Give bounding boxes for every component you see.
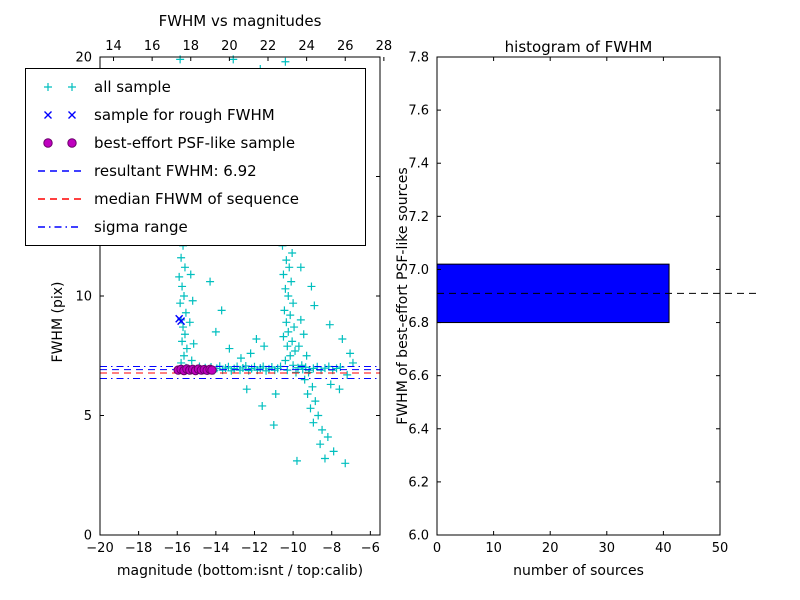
svg-text:6.2: 6.2 — [408, 475, 429, 490]
svg-text:6.4: 6.4 — [408, 422, 429, 437]
svg-text:28: 28 — [376, 39, 393, 54]
svg-text:22: 22 — [260, 39, 277, 54]
right-plot-xlabel: number of sources — [513, 563, 644, 579]
legend-item: best-effort PSF-like sample — [36, 132, 355, 154]
svg-text:10: 10 — [485, 541, 502, 556]
legend-label: median FHWM of sequence — [94, 190, 299, 208]
legend-label: resultant FWHM: 6.92 — [94, 162, 257, 180]
right-plot-ylabel: FWHM of best-effort PSF-like sources — [395, 167, 411, 425]
svg-text:50: 50 — [712, 541, 729, 556]
svg-text:−12: −12 — [241, 541, 268, 556]
svg-text:7.6: 7.6 — [408, 104, 429, 119]
dashdot-swatch-icon — [38, 226, 82, 228]
svg-text:0: 0 — [433, 541, 441, 556]
svg-text:24: 24 — [298, 39, 315, 54]
legend: all sample sample for rough FWHM best-effo… — [25, 68, 366, 246]
dash-swatch-icon — [38, 170, 82, 172]
legend-label: sigma range — [94, 218, 188, 236]
legend-label: best-effort PSF-like sample — [94, 134, 296, 152]
svg-text:7.8: 7.8 — [408, 51, 429, 66]
legend-item: all sample — [36, 76, 355, 98]
legend-item: median FHWM of sequence — [36, 188, 355, 210]
legend-item: sigma range — [36, 216, 355, 238]
svg-text:−14: −14 — [202, 541, 229, 556]
svg-text:−20: −20 — [86, 541, 113, 556]
svg-text:18: 18 — [182, 39, 199, 54]
dash-swatch-icon — [38, 198, 82, 200]
svg-text:0: 0 — [84, 529, 92, 544]
svg-text:7.4: 7.4 — [408, 157, 429, 172]
svg-text:26: 26 — [337, 39, 354, 54]
svg-text:5: 5 — [84, 409, 92, 424]
legend-label: sample for rough FWHM — [94, 106, 275, 124]
svg-text:20: 20 — [542, 541, 559, 556]
left-plot-title: FWHM vs magnitudes — [158, 12, 322, 30]
svg-text:6.0: 6.0 — [408, 529, 429, 544]
svg-text:7.0: 7.0 — [408, 263, 429, 278]
right-plot-title: histogram of FWHM — [504, 38, 653, 56]
svg-text:−18: −18 — [125, 541, 152, 556]
svg-text:20: 20 — [221, 39, 238, 54]
svg-text:10: 10 — [75, 290, 92, 305]
legend-item: sample for rough FWHM — [36, 104, 355, 126]
circle-swatch-icon — [43, 138, 77, 148]
plus-swatch-icon — [44, 83, 76, 91]
left-plot-ylabel: FWHM (pix) — [50, 281, 66, 363]
svg-text:−8: −8 — [322, 541, 341, 556]
svg-text:6.6: 6.6 — [408, 369, 429, 384]
svg-text:16: 16 — [144, 39, 161, 54]
svg-text:−10: −10 — [279, 541, 306, 556]
legend-item: resultant FWHM: 6.92 — [36, 160, 355, 182]
svg-text:30: 30 — [599, 541, 616, 556]
svg-text:−16: −16 — [164, 541, 191, 556]
svg-text:6.8: 6.8 — [408, 316, 429, 331]
legend-label: all sample — [94, 78, 171, 96]
x-swatch-icon — [44, 111, 76, 119]
svg-text:14: 14 — [105, 39, 122, 54]
svg-text:7.2: 7.2 — [408, 210, 429, 225]
svg-text:20: 20 — [75, 51, 92, 66]
left-plot-xlabel: magnitude (bottom:isnt / top:calib) — [116, 563, 364, 579]
svg-text:−6: −6 — [361, 541, 380, 556]
svg-text:40: 40 — [655, 541, 672, 556]
